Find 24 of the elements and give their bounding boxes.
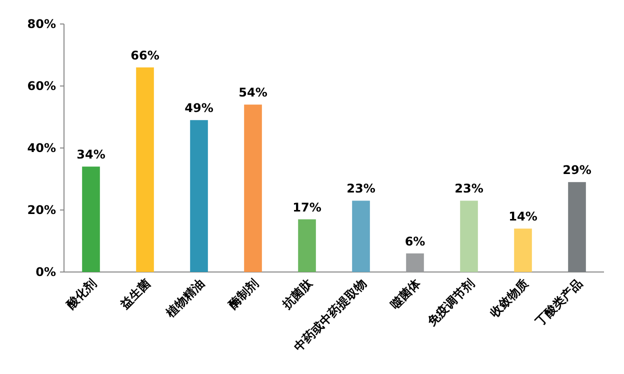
y-tick-label: 40% (27, 141, 56, 155)
data-label: 29% (562, 163, 592, 178)
data-label: 17% (292, 200, 322, 214)
x-tick-label: 免疫调节剂 (424, 276, 478, 330)
data-label: 66% (130, 48, 160, 62)
x-tick-label: 噬菌体 (388, 276, 424, 312)
x-tick-label: 酸化剂 (64, 276, 100, 312)
y-tick-label: 0% (36, 265, 56, 279)
data-label: 54% (238, 86, 268, 100)
data-label: 49% (184, 101, 214, 116)
data-label: 6% (404, 234, 426, 248)
x-tick-label: 酶制剂 (226, 276, 262, 312)
x-tick-label: 植物精油 (162, 276, 208, 321)
data-label: 34% (76, 148, 106, 162)
data-label: 14% (508, 210, 538, 224)
y-tick-label: 60% (27, 79, 56, 93)
y-tick-label: 20% (27, 203, 56, 217)
x-tick-label: 抗菌肽 (279, 276, 316, 312)
data-label: 23% (346, 182, 376, 196)
x-tick-label: 丁酸类产品 (532, 276, 586, 330)
x-tick-label: 益生菌 (117, 276, 154, 312)
x-tick-label: 收敛物质 (487, 276, 532, 320)
y-tick-label: 80% (27, 17, 56, 31)
data-label: 23% (454, 182, 484, 196)
